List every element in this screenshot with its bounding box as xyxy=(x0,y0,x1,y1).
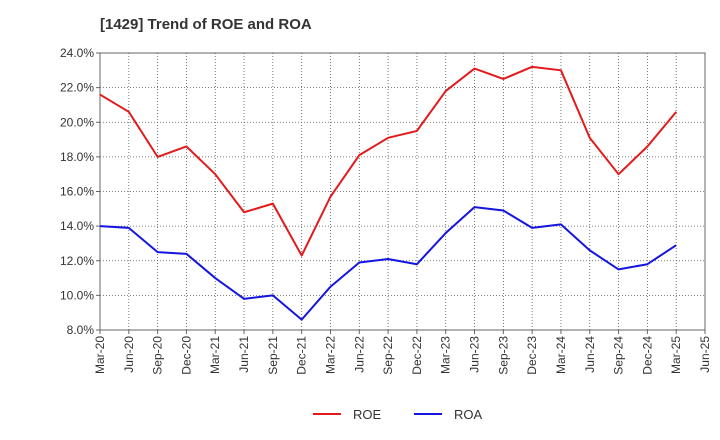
x-tick-label: Sep-20 xyxy=(151,336,165,375)
x-tick-label: Jun-25 xyxy=(698,336,712,373)
x-tick-label: Mar-23 xyxy=(439,336,453,374)
series-layer xyxy=(99,65,677,321)
x-tick-label: Mar-20 xyxy=(93,336,107,374)
y-tick-label: 18.0% xyxy=(60,150,94,164)
series-line-roe xyxy=(99,65,677,257)
y-tick-label: 12.0% xyxy=(60,254,94,268)
y-tick-label: 24.0% xyxy=(60,46,94,60)
legend: ROE ROA xyxy=(313,407,483,422)
x-tick-label: Jun-22 xyxy=(352,336,366,373)
x-tick-label: Jun-20 xyxy=(122,336,136,373)
y-tick-label: 8.0% xyxy=(67,323,95,337)
legend-label-roa: ROA xyxy=(454,407,483,422)
x-tick-label: Dec-22 xyxy=(410,336,424,375)
x-tick-label: Sep-23 xyxy=(496,336,510,375)
x-tick-label: Mar-24 xyxy=(554,336,568,374)
x-tick-label: Mar-21 xyxy=(208,336,222,374)
series-line-roa xyxy=(99,206,677,321)
chart-title: [1429] Trend of ROE and ROA xyxy=(100,16,312,33)
x-tick-label: Sep-21 xyxy=(266,336,280,375)
x-tick-label: Sep-22 xyxy=(381,336,395,375)
x-tick-label: Jun-21 xyxy=(237,336,251,373)
y-axis-ticks: 8.0% 10.0% 12.0% 14.0% 16.0% 18.0% 20.0% 22.0% 2… xyxy=(60,46,100,337)
y-tick-label: 14.0% xyxy=(60,219,94,233)
x-tick-label: Dec-20 xyxy=(179,336,193,375)
y-tick-label: 22.0% xyxy=(60,81,94,95)
y-tick-label: 20.0% xyxy=(60,115,94,129)
legend-label-roe: ROE xyxy=(353,407,382,422)
x-tick-label: Mar-25 xyxy=(669,336,683,374)
y-tick-label: 16.0% xyxy=(60,185,94,199)
x-tick-label: Dec-21 xyxy=(295,336,309,375)
x-tick-label: Dec-24 xyxy=(640,336,654,375)
x-axis-ticks: Mar-20 Jun-20 Sep-20 Dec-20 Mar-21 Jun-21 Sep-… xyxy=(93,330,712,375)
x-tick-label: Dec-23 xyxy=(525,336,539,375)
x-tick-label: Jun-23 xyxy=(468,336,482,373)
y-tick-label: 10.0% xyxy=(60,288,94,302)
x-tick-label: Mar-22 xyxy=(323,336,337,374)
x-tick-label: Jun-24 xyxy=(583,336,597,373)
grid-layer xyxy=(100,53,705,330)
x-tick-label: Sep-24 xyxy=(612,336,626,375)
